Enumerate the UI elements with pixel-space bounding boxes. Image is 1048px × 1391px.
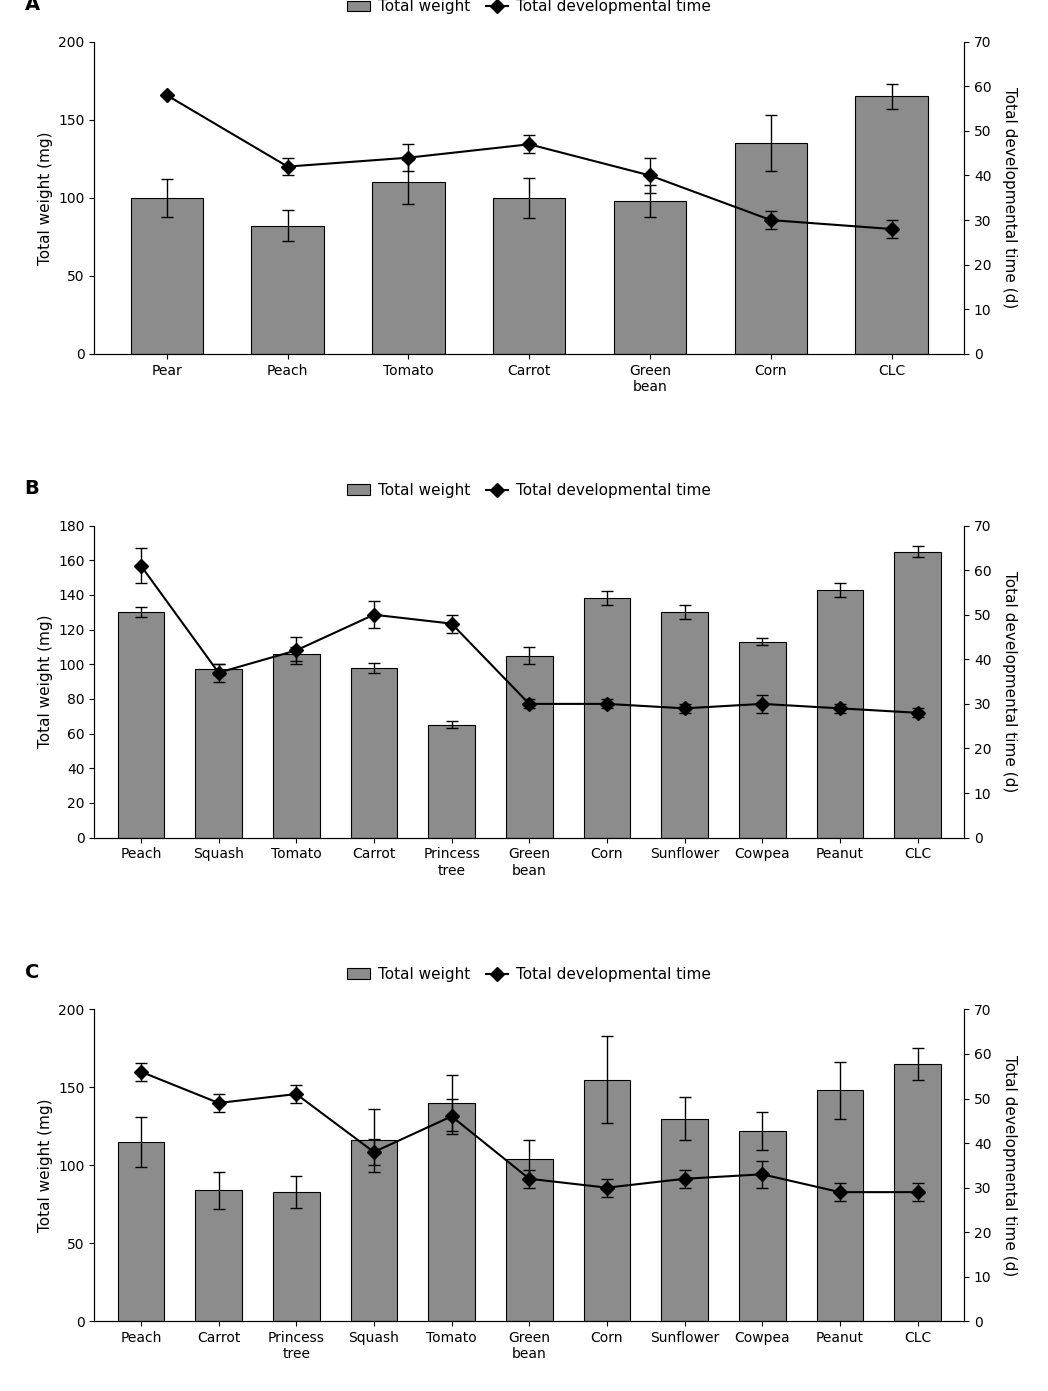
- Bar: [351, 668, 397, 837]
- Bar: [506, 655, 552, 837]
- Bar: [739, 1131, 786, 1321]
- Bar: [661, 1118, 707, 1321]
- Legend: Total weight, Total developmental time: Total weight, Total developmental time: [342, 0, 717, 21]
- Text: B: B: [25, 479, 40, 498]
- Text: A: A: [25, 0, 40, 14]
- Bar: [894, 552, 941, 837]
- Bar: [429, 725, 475, 837]
- Bar: [855, 96, 927, 353]
- Bar: [117, 612, 165, 837]
- Bar: [351, 1141, 397, 1321]
- Bar: [816, 590, 864, 837]
- Y-axis label: Total developmental time (d): Total developmental time (d): [1002, 570, 1017, 793]
- Legend: Total weight, Total developmental time: Total weight, Total developmental time: [342, 961, 717, 988]
- Y-axis label: Total developmental time (d): Total developmental time (d): [1002, 88, 1017, 309]
- Text: C: C: [25, 963, 39, 982]
- Bar: [372, 182, 444, 353]
- Bar: [252, 225, 324, 353]
- Bar: [506, 1159, 552, 1321]
- Bar: [739, 641, 786, 837]
- Bar: [272, 1192, 320, 1321]
- Bar: [429, 1103, 475, 1321]
- Y-axis label: Total weight (mg): Total weight (mg): [38, 1099, 52, 1232]
- Y-axis label: Total developmental time (d): Total developmental time (d): [1002, 1054, 1017, 1276]
- Legend: Total weight, Total developmental time: Total weight, Total developmental time: [342, 477, 717, 504]
- Y-axis label: Total weight (mg): Total weight (mg): [38, 615, 52, 748]
- Bar: [117, 1142, 165, 1321]
- Bar: [735, 143, 807, 353]
- Bar: [195, 1191, 242, 1321]
- Bar: [272, 654, 320, 837]
- Bar: [816, 1091, 864, 1321]
- Bar: [614, 200, 686, 353]
- Bar: [661, 612, 707, 837]
- Bar: [195, 669, 242, 837]
- Y-axis label: Total weight (mg): Total weight (mg): [38, 131, 52, 264]
- Bar: [584, 1079, 630, 1321]
- Bar: [131, 198, 203, 353]
- Bar: [493, 198, 566, 353]
- Bar: [584, 598, 630, 837]
- Bar: [894, 1064, 941, 1321]
